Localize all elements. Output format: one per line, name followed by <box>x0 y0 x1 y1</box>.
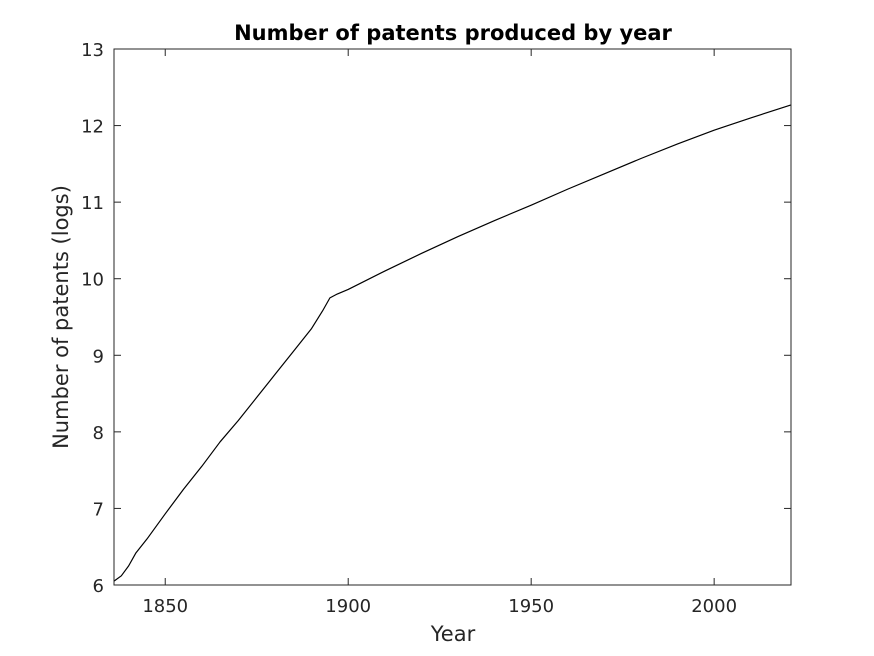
y-tick-label: 13 <box>81 40 104 61</box>
series-line <box>113 104 792 582</box>
x-tick-label: 1900 <box>325 596 371 617</box>
axes-box <box>113 48 792 586</box>
y-tick-label: 9 <box>93 346 104 367</box>
x-axis-label: Year <box>430 622 476 646</box>
y-tick-label: 7 <box>93 499 104 520</box>
chart-title: Number of patents produced by year <box>234 21 672 45</box>
plot-area <box>113 104 792 582</box>
y-tick-label: 10 <box>81 270 104 291</box>
y-tick-label: 8 <box>93 423 104 444</box>
x-tick-label: 1850 <box>142 596 188 617</box>
y-tick-label: 11 <box>81 193 104 214</box>
y-tick-label: 12 <box>81 117 104 138</box>
axis-ticks: 1850 1900 1950 2000 6 7 8 9 10 11 12 13 <box>81 40 791 617</box>
x-tick-label: 1950 <box>508 596 554 617</box>
y-tick-label: 6 <box>93 576 104 597</box>
y-axis-label: Number of patents (logs) <box>49 185 73 449</box>
x-tick-label: 2000 <box>691 596 737 617</box>
